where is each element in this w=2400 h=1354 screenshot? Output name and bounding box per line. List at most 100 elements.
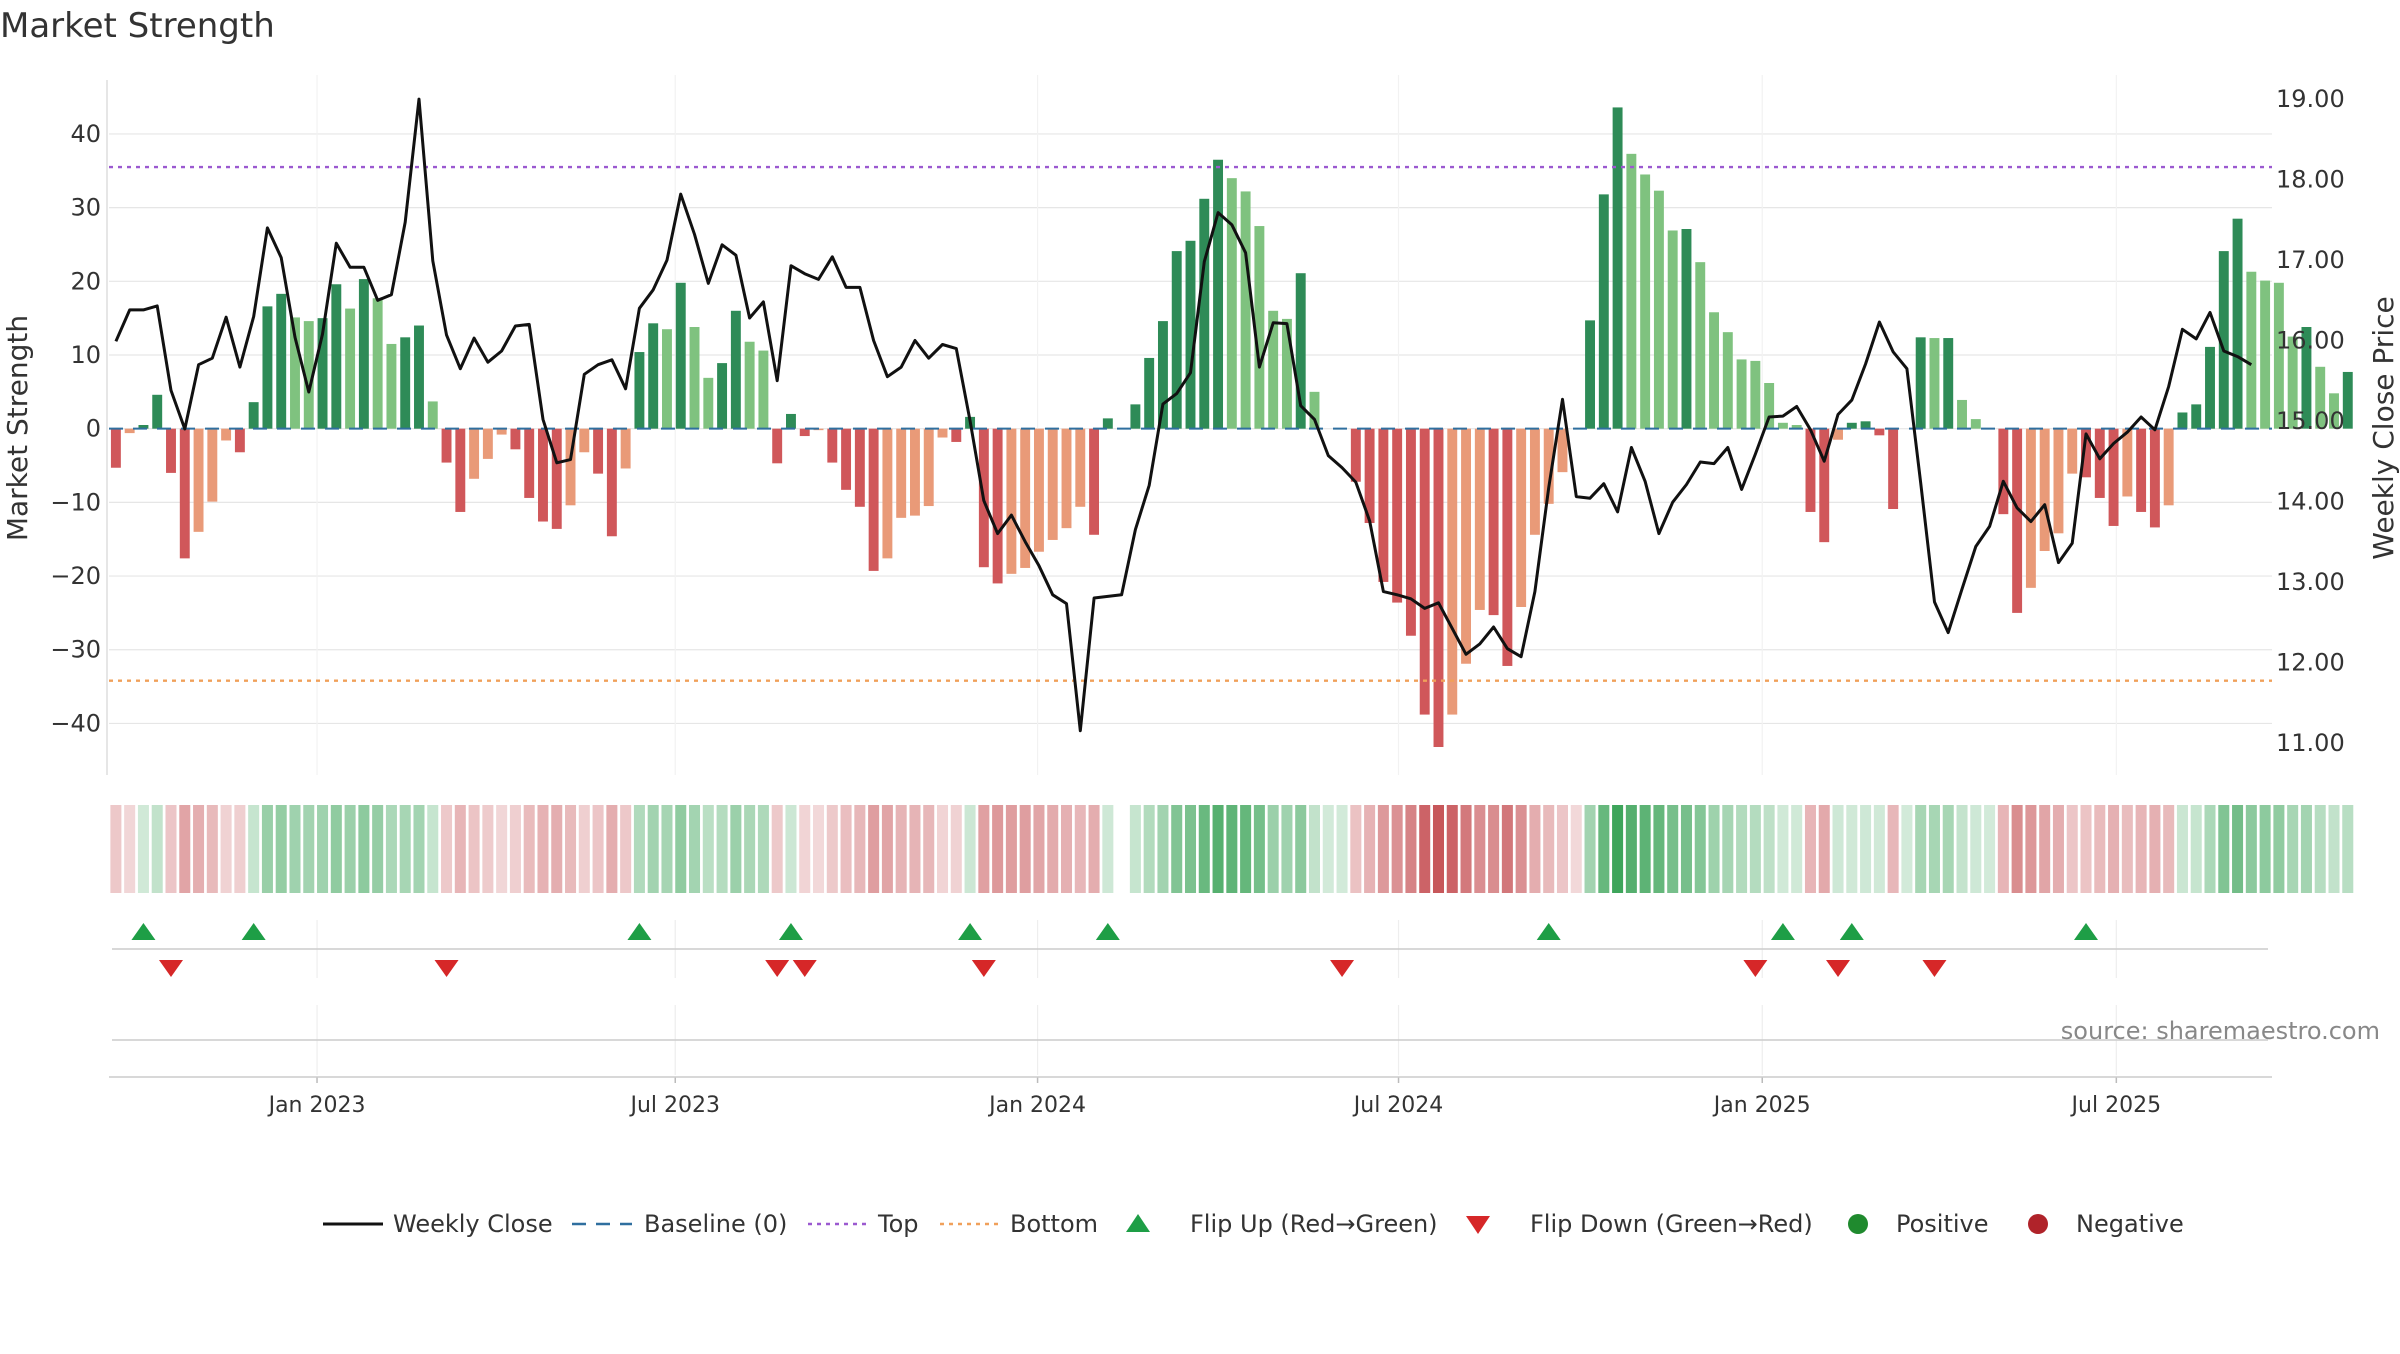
strength-bar xyxy=(909,428,920,516)
flip-up-marker xyxy=(1770,923,1795,940)
strength-bar xyxy=(1929,338,1940,429)
regime-cell xyxy=(2094,805,2106,893)
legend-item[interactable]: Top xyxy=(808,1210,919,1238)
legend-label: Bottom xyxy=(1010,1210,1098,1238)
strength-bar xyxy=(1461,428,1472,664)
legend-item[interactable]: Positive xyxy=(1848,1210,1989,1238)
regime-cell xyxy=(785,805,797,893)
y-left-tick-label: −40 xyxy=(50,709,101,737)
strength-bar xyxy=(276,293,287,429)
regime-cell xyxy=(840,805,852,893)
strength-bar xyxy=(1667,230,1678,429)
y-left-tick-label: 20 xyxy=(70,267,101,295)
reference-lines xyxy=(109,165,2272,682)
flip-up-marker xyxy=(131,923,156,940)
regime-cell xyxy=(372,805,384,893)
regime-cell xyxy=(992,805,1004,893)
strength-bar xyxy=(1020,428,1031,568)
strength-bar xyxy=(455,428,466,512)
regime-cell xyxy=(2025,805,2037,893)
strength-bar xyxy=(1695,262,1706,429)
flip-markers: source: sharemaestro.com xyxy=(109,923,2380,1078)
regime-cell xyxy=(2245,805,2257,893)
strength-bar xyxy=(345,308,356,429)
strength-bar xyxy=(2067,428,2078,474)
y-left-tick-label: 0 xyxy=(86,415,101,443)
strength-bar xyxy=(1777,422,1788,429)
regime-cell xyxy=(206,805,218,893)
strength-bar xyxy=(248,402,259,429)
strength-bar xyxy=(2081,428,2091,478)
regime-cell xyxy=(1846,805,1858,893)
strength-bar xyxy=(1557,428,1568,473)
strength-bar xyxy=(1846,422,1857,429)
strength-bar xyxy=(1833,428,1843,440)
strength-bar xyxy=(1213,159,1224,429)
strength-bar xyxy=(2094,428,2105,498)
legend-item[interactable]: Baseline (0) xyxy=(572,1210,787,1238)
x-tick-label: Jul 2024 xyxy=(1352,1093,1444,1118)
regime-cell xyxy=(2163,805,2175,893)
strength-bar xyxy=(744,341,755,429)
strength-bar xyxy=(2163,428,2174,506)
strength-bar xyxy=(827,428,838,463)
strength-bar xyxy=(634,352,645,429)
regime-cell xyxy=(1212,805,1224,893)
legend-label: Flip Down (Green→Red) xyxy=(1530,1210,1813,1238)
strength-bar xyxy=(1736,359,1747,429)
regime-cell xyxy=(620,805,632,893)
strength-bar xyxy=(2260,280,2271,429)
regime-cell xyxy=(1722,805,1734,893)
legend-label: Flip Up (Red→Green) xyxy=(1190,1210,1438,1238)
strength-bar xyxy=(1791,425,1802,429)
flip-up-marker xyxy=(2074,923,2099,940)
strength-bar xyxy=(1364,428,1375,523)
strength-bar xyxy=(565,428,576,506)
strength-bar xyxy=(551,428,562,529)
y-left-tick-label: 30 xyxy=(70,194,101,222)
legend-item[interactable]: Weekly Close xyxy=(323,1210,553,1238)
strength-bar xyxy=(138,425,149,429)
strength-bar xyxy=(1447,428,1458,715)
strength-bar xyxy=(207,428,218,502)
flip-up-marker xyxy=(958,923,983,940)
legend-item[interactable]: Bottom xyxy=(940,1210,1098,1238)
strength-bar xyxy=(290,317,300,429)
regime-cell xyxy=(468,805,480,893)
strength-bar xyxy=(2053,428,2064,534)
regime-cell xyxy=(757,805,769,893)
regime-cell xyxy=(2066,805,2078,893)
legend-item[interactable]: Flip Down (Green→Red) xyxy=(1466,1210,1813,1238)
strength-bar xyxy=(221,428,232,441)
strength-bar xyxy=(358,279,369,429)
regime-cell xyxy=(482,805,494,893)
regime-cell xyxy=(193,805,205,893)
regime-cell xyxy=(2218,805,2230,893)
regime-cell xyxy=(1901,805,1913,893)
y-left-tick-label: −20 xyxy=(50,562,101,590)
legend-swatch-tri-up xyxy=(1126,1214,1150,1232)
strength-bar xyxy=(1392,428,1403,603)
regime-cell xyxy=(1791,805,1803,893)
regime-cell xyxy=(606,805,618,893)
strength-bar xyxy=(1061,428,1072,529)
x-tick-label: Jul 2023 xyxy=(628,1093,720,1118)
regime-cell xyxy=(1088,805,1100,893)
strength-bar xyxy=(2287,336,2298,429)
legend-item[interactable]: Negative xyxy=(2028,1210,2184,1238)
regime-cell xyxy=(1198,805,1210,893)
legend-label: Positive xyxy=(1896,1210,1989,1238)
strength-bar xyxy=(1419,428,1430,715)
strength-bar xyxy=(386,343,397,429)
strength-bar xyxy=(1970,419,1981,429)
regime-cell xyxy=(2121,805,2133,893)
strength-bar xyxy=(1185,240,1196,429)
strength-bar xyxy=(124,428,135,434)
regime-cell xyxy=(661,805,673,893)
regime-cell xyxy=(358,805,370,893)
legend-item[interactable]: Flip Up (Red→Green) xyxy=(1126,1210,1438,1238)
regime-cell xyxy=(2052,805,2064,893)
regime-cell xyxy=(647,805,659,893)
regime-cell xyxy=(1556,805,1568,893)
strength-bar xyxy=(1240,191,1251,429)
